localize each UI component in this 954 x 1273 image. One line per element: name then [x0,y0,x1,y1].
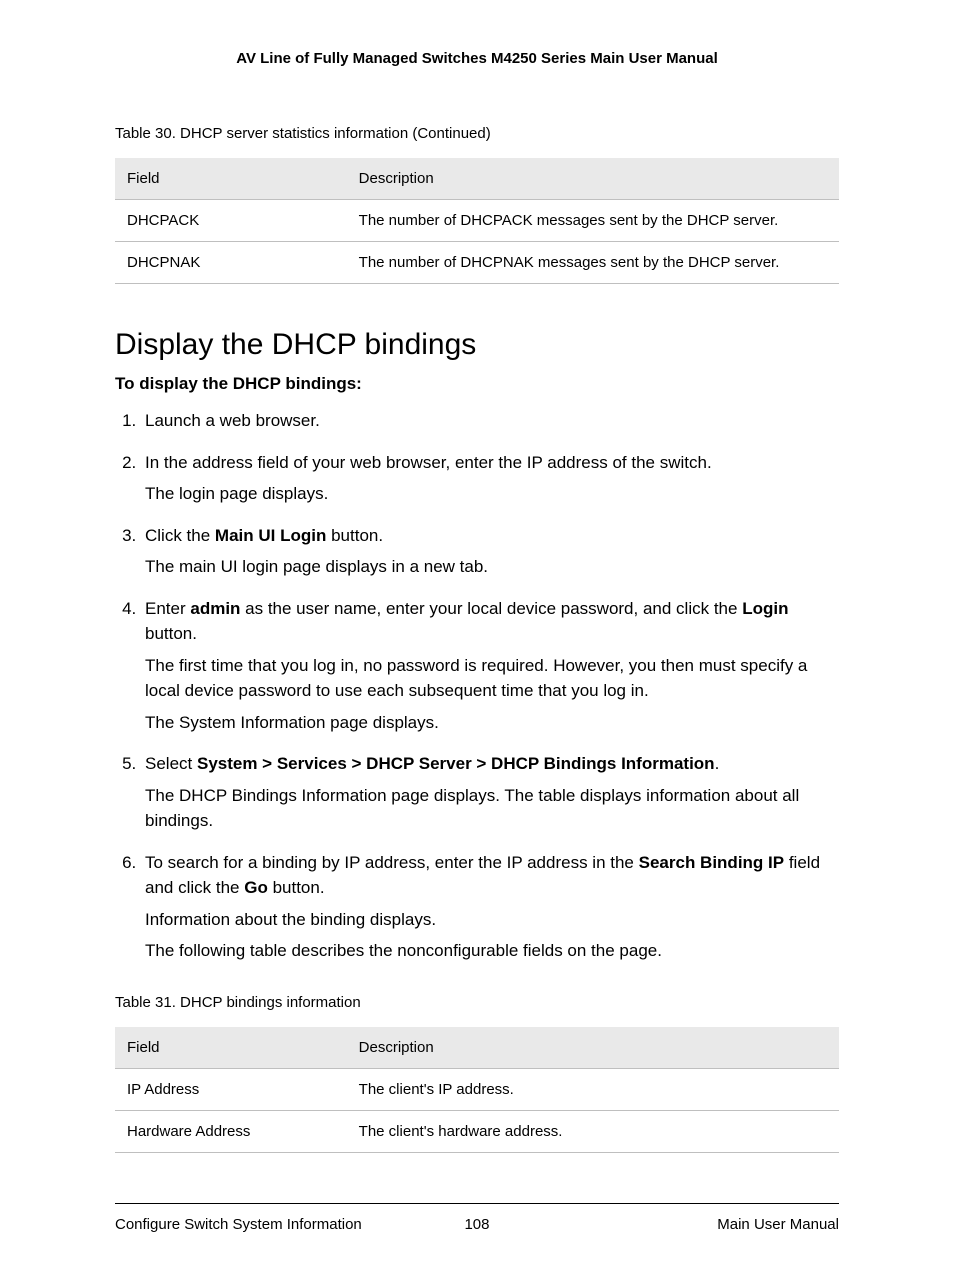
step-6-post: button. [268,878,325,897]
table30-r0c0: DHCPACK [115,200,347,242]
step-4-post: button. [145,624,197,643]
table31-r1c1: The client's hardware address. [347,1110,839,1152]
step-6-pre: To search for a binding by IP address, e… [145,853,639,872]
step-4-mid: as the user name, enter your local devic… [240,599,742,618]
table-header-row: Field Description [115,158,839,200]
footer-page-number: 108 [405,1216,550,1233]
step-4-bold1: admin [190,599,240,618]
page: AV Line of Fully Managed Switches M4250 … [0,0,954,1273]
step-4: Enter admin as the user name, enter your… [141,596,839,736]
footer-right: Main User Manual [549,1216,839,1233]
table31-caption: Table 31. DHCP bindings information [115,994,839,1011]
step-2-p1: The login page displays. [145,481,839,507]
document-title: AV Line of Fully Managed Switches M4250 … [115,50,839,67]
table-header-row: Field Description [115,1027,839,1069]
table30-r1c0: DHCPNAK [115,242,347,284]
step-6-p2: The following table describes the noncon… [145,938,839,964]
step-6: To search for a binding by IP address, e… [141,850,839,964]
step-1: Launch a web browser. [141,408,839,434]
step-3-bold: Main UI Login [215,526,326,545]
step-6-bold2: Go [244,878,268,897]
step-2-text: In the address field of your web browser… [145,453,712,472]
footer-left: Configure Switch System Information [115,1216,405,1233]
step-3: Click the Main UI Login button. The main… [141,523,839,580]
table31-r1c0: Hardware Address [115,1110,347,1152]
table31: Field Description IP Address The client'… [115,1027,839,1153]
table30-caption: Table 30. DHCP server statistics informa… [115,125,839,142]
step-3-p1: The main UI login page displays in a new… [145,554,839,580]
step-5-post: . [715,754,720,773]
steps-list: Launch a web browser. In the address fie… [115,408,839,964]
step-4-pre: Enter [145,599,190,618]
step-2: In the address field of your web browser… [141,450,839,507]
section-heading: Display the DHCP bindings [115,328,839,362]
table31-col-description: Description [347,1027,839,1069]
step-4-p2: The System Information page displays. [145,710,839,736]
step-5: Select System > Services > DHCP Server >… [141,751,839,834]
table30: Field Description DHCPACK The number of … [115,158,839,284]
table31-r0c0: IP Address [115,1068,347,1110]
step-6-p1: Information about the binding displays. [145,907,839,933]
table-row: DHCPACK The number of DHCPACK messages s… [115,200,839,242]
table30-col-description: Description [347,158,839,200]
table-row: Hardware Address The client's hardware a… [115,1110,839,1152]
step-5-pre: Select [145,754,197,773]
section-sub-heading: To display the DHCP bindings: [115,374,839,394]
step-4-bold2: Login [742,599,788,618]
table30-r0c1: The number of DHCPACK messages sent by t… [347,200,839,242]
page-footer: Configure Switch System Information 108 … [115,1203,839,1233]
table30-r1c1: The number of DHCPNAK messages sent by t… [347,242,839,284]
step-6-bold1: Search Binding IP [639,853,784,872]
step-3-post: button. [326,526,383,545]
table30-col-field: Field [115,158,347,200]
table31-r0c1: The client's IP address. [347,1068,839,1110]
step-5-p1: The DHCP Bindings Information page displ… [145,783,839,834]
step-3-pre: Click the [145,526,215,545]
step-1-text: Launch a web browser. [145,411,320,430]
step-5-bold: System > Services > DHCP Server > DHCP B… [197,754,715,773]
table-row: IP Address The client's IP address. [115,1068,839,1110]
step-4-p1: The first time that you log in, no passw… [145,653,839,704]
table31-col-field: Field [115,1027,347,1069]
table-row: DHCPNAK The number of DHCPNAK messages s… [115,242,839,284]
